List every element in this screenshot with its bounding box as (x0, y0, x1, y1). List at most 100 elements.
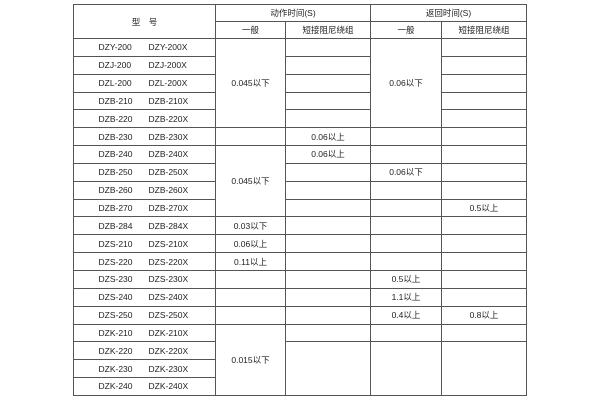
model-b: DZS-250X (148, 310, 189, 321)
model-cell: DZS-240 DZS-240X (73, 287, 216, 307)
return-short-cell (441, 180, 527, 200)
action-short-cell (285, 55, 371, 75)
table-row: DZS-250 DZS-250X 0.4以上 0.8以上 (73, 305, 527, 325)
table-row: DZS-240 DZS-240X 1.1以上 (73, 287, 527, 307)
model-a: DZB-210 (98, 95, 133, 106)
table-row: DZB-260 DZB-260X (73, 180, 527, 200)
model-b: DZK-210X (148, 327, 189, 338)
table-row: DZB-230 DZB-230X 0.06以上 (73, 127, 527, 147)
return-short-cell (441, 55, 527, 75)
model-b: DZB-250X (148, 167, 189, 178)
model-b: DZB-270X (148, 203, 189, 214)
model-b: DZK-230X (148, 363, 189, 374)
model-cell: DZB-210 DZB-210X (73, 91, 216, 111)
header-action-short: 短接阻尼绕组 (285, 21, 371, 39)
header-action-time: 动作时间(S) (215, 4, 371, 22)
model-cell: DZK-240 DZK-240X (73, 377, 216, 396)
return-general-cell (370, 323, 442, 343)
action-short-cell (285, 234, 371, 254)
model-cell: DZK-220 DZK-220X (73, 341, 216, 361)
header-return-short: 短接阻尼绕组 (441, 21, 527, 39)
model-b: DZS-230X (148, 274, 189, 285)
table-row: DZS-210 DZS-210X 0.06以上 (73, 234, 527, 254)
return-general-cell (370, 145, 442, 164)
table-row: DZY-200 DZY-200X 0.045以下 0.06以下 (73, 37, 527, 129)
table-row: DZK-220 DZK-220X (73, 341, 527, 396)
model-cell: DZS-210 DZS-210X (73, 234, 216, 254)
action-short-cell: 0.06以上 (285, 145, 371, 164)
model-a: DZL-200 (98, 78, 132, 89)
table-row: DZB-270 DZB-270X 0.5以上 (73, 198, 527, 218)
action-general-cell (215, 269, 286, 289)
action-general-cell (215, 127, 286, 147)
model-cell: DZS-250 DZS-250X (73, 305, 216, 325)
model-a: DZK-220 (98, 345, 133, 356)
table-row: DZK-230 DZK-230X (73, 359, 527, 379)
return-short-cell (441, 341, 527, 396)
action-general-cell (215, 287, 286, 307)
return-short-cell (441, 145, 527, 164)
model-b: DZB-220X (148, 113, 189, 124)
action-short-cell (285, 198, 371, 218)
action-short-cell (285, 180, 371, 200)
table-row: DZL-200 DZL-200X (73, 73, 527, 93)
model-a: DZB-230 (98, 131, 133, 142)
model-a: DZB-260 (98, 185, 133, 196)
model-cell: DZS-230 DZS-230X (73, 269, 216, 289)
model-a: DZB-270 (98, 203, 133, 214)
return-general-cell (370, 127, 442, 147)
model-b: DZL-200X (148, 78, 188, 89)
model-a: DZB-284 (98, 220, 133, 231)
return-general-cell (370, 341, 442, 396)
return-short-cell (441, 252, 527, 271)
model-a: DZY-200 (98, 42, 132, 53)
action-short-cell (285, 38, 371, 57)
model-a: DZB-250 (98, 167, 133, 178)
model-cell: DZK-230 DZK-230X (73, 359, 216, 379)
return-short-cell: 0.8以上 (441, 305, 527, 325)
return-short-cell (441, 162, 527, 182)
model-b: DZB-230X (148, 131, 189, 142)
return-short-cell: 0.5以上 (441, 198, 527, 218)
action-short-cell: 0.06以上 (285, 127, 371, 147)
model-b: DZB-284X (148, 220, 189, 231)
return-short-cell (441, 38, 527, 57)
return-short-cell (441, 323, 527, 343)
header-return-time: 返回时间(S) (370, 4, 527, 22)
return-general-cell (370, 216, 442, 236)
model-b: DZK-220X (148, 345, 189, 356)
return-short-cell (441, 216, 527, 236)
model-cell: DZS-220 DZS-220X (73, 252, 216, 271)
action-short-cell (285, 287, 371, 307)
header-row-1: 型 号 动作时间(S) 返回时间(S) (73, 4, 527, 39)
model-a: DZK-210 (98, 327, 133, 338)
model-b: DZS-210X (148, 238, 189, 249)
model-cell: DZB-230 DZB-230X (73, 127, 216, 147)
model-b: DZJ-200X (148, 60, 187, 71)
return-short-cell (441, 127, 527, 147)
return-general-cell (370, 180, 442, 200)
action-general-cell: 0.045以下 (215, 145, 286, 218)
model-cell: DZB-270 DZB-270X (73, 198, 216, 218)
model-b: DZB-260X (148, 185, 189, 196)
return-short-cell (441, 109, 527, 129)
model-a: DZS-230 (98, 274, 133, 285)
table-row: DZB-284 DZB-284X 0.03以下 (73, 216, 527, 236)
model-b: DZB-210X (148, 95, 189, 106)
table-row: DZB-250 DZB-250X 0.06以下 (73, 162, 527, 182)
action-general-cell: 0.015以下 (215, 323, 286, 396)
table-row: DZB-240 DZB-240X 0.045以下 0.06以上 (73, 145, 527, 218)
model-cell: DZY-200 DZY-200X (73, 38, 216, 57)
table-row: DZJ-200 DZJ-200X (73, 55, 527, 75)
model-cell: DZB-260 DZB-260X (73, 180, 216, 200)
return-general-cell: 1.1以上 (370, 287, 442, 307)
action-short-cell (285, 73, 371, 93)
action-short-cell (285, 109, 371, 129)
model-a: DZJ-200 (98, 60, 132, 71)
return-general-cell (370, 234, 442, 254)
header-model: 型 号 (73, 4, 216, 39)
model-a: DZS-240 (98, 292, 133, 303)
model-cell: DZB-240 DZB-240X (73, 145, 216, 164)
action-general-cell: 0.045以下 (215, 37, 286, 129)
action-short-cell (285, 341, 371, 396)
